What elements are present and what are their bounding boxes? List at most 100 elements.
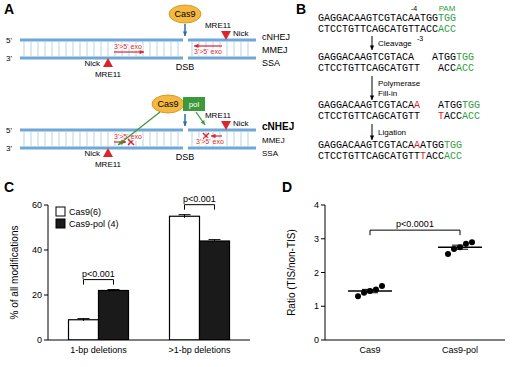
- cas9-enzyme: [169, 5, 201, 23]
- strand-end: 3': [6, 54, 12, 63]
- dna-sequence: TGG: [438, 13, 456, 24]
- x-tick-label: Cas9-pol: [442, 345, 478, 355]
- y-tick-label: 2: [314, 268, 319, 278]
- error-line: [370, 289, 371, 292]
- error-cap: [362, 289, 378, 290]
- mre11-label: MRE11: [95, 70, 122, 79]
- x-tick-label: Cas9: [359, 345, 380, 355]
- base-pair: [150, 132, 151, 146]
- arrow-head: [201, 120, 205, 125]
- p-value-label: p<0.001: [82, 269, 115, 279]
- dna-sequence: CTCCTGTTCAGCATGTT: [318, 151, 420, 162]
- base-pair: [248, 42, 249, 56]
- error-cap: [362, 292, 378, 293]
- exo-label: 3'>5' exo: [196, 138, 224, 145]
- y-tick: [44, 340, 48, 341]
- dna-strand: [20, 147, 183, 150]
- cut-position: -3: [417, 35, 423, 42]
- dna-strand: [20, 39, 183, 42]
- bar: [170, 216, 200, 340]
- base-pair: [234, 132, 235, 146]
- legend-label: Cas9(6): [69, 207, 101, 217]
- strand-end: 5': [6, 126, 12, 135]
- base-pair: [94, 42, 95, 56]
- dsb-label: DSB: [176, 152, 195, 162]
- y-axis-label: Ratio (TIS/non-TIS): [286, 229, 297, 316]
- x-axis: [325, 340, 505, 341]
- error-bar: [362, 289, 378, 292]
- mre11-triangle: [221, 121, 231, 130]
- mre11-triangle: [103, 58, 113, 67]
- dna-sequence: ATGG: [438, 100, 462, 111]
- base-pair: [178, 132, 179, 146]
- error-bar: [452, 245, 468, 249]
- p-value-label: p<0.0001: [396, 219, 434, 229]
- y-tick: [321, 205, 325, 206]
- dna-sequence: GAGGACAAGTCGTACA: [318, 140, 414, 151]
- y-tick-label: 0: [314, 335, 319, 345]
- mre11-triangle: [103, 148, 113, 157]
- error-cap: [452, 249, 468, 250]
- dna-sequence: GAGGACAAGTCGTACA: [318, 52, 414, 63]
- mre11-label: MRE11: [205, 111, 232, 120]
- background: [0, 0, 520, 367]
- cas9-enzyme: [152, 95, 184, 113]
- base-pair: [192, 132, 193, 146]
- y-tick-label: 4: [314, 200, 319, 210]
- step-label: Polymerase: [378, 79, 421, 88]
- x-axis: [48, 340, 250, 341]
- dna-sequence: GAGGACAAGTCGTACA: [318, 100, 414, 111]
- bar: [99, 291, 129, 341]
- error-bar: [108, 290, 120, 292]
- strand-end: 3': [6, 144, 12, 153]
- cut-arrow: [183, 114, 187, 126]
- base-pair: [80, 42, 81, 56]
- pathway-label: cNHEJ: [262, 32, 290, 42]
- bar: [69, 320, 99, 340]
- nick-label: Nick: [233, 119, 250, 128]
- dna-sequence: CTCCTGTTCAGCATGTT: [318, 63, 420, 74]
- dna-sequence: TGG: [462, 100, 480, 111]
- pathway-label: SSA: [262, 149, 279, 158]
- plot-area: [348, 239, 482, 299]
- y-tick: [44, 250, 48, 251]
- base-pair: [52, 42, 53, 56]
- dna-sequence: ATGG: [420, 140, 444, 151]
- y-tick-label: 0: [37, 335, 42, 345]
- exo-arrow: [114, 50, 144, 54]
- y-tick: [321, 340, 325, 341]
- base-pair: [248, 132, 249, 146]
- dsb-label: DSB: [176, 62, 195, 72]
- step-arrow: [370, 124, 374, 140]
- pathway-label: cNHEJ: [262, 121, 294, 132]
- dna-sequence: GAGGACAAGTCGTACAATGG: [318, 13, 438, 24]
- arrow-head: [370, 45, 374, 50]
- panel-label: D: [282, 179, 292, 195]
- mre11-label: MRE11: [95, 160, 122, 169]
- y-tick-label: 3: [314, 234, 319, 244]
- step-label: Cleavage: [378, 39, 412, 48]
- nick-label: Nick: [84, 149, 101, 158]
- pathway-label: SSA: [262, 58, 280, 68]
- error-cap: [179, 214, 191, 215]
- base-pair: [101, 42, 102, 56]
- arrow-head: [118, 141, 123, 145]
- base-pair: [31, 42, 32, 56]
- panel-label: B: [296, 1, 306, 17]
- dna-strand: [20, 57, 183, 60]
- plot-area: [69, 215, 230, 340]
- y-tick-label: 40: [32, 245, 42, 255]
- dna-sequence: ACC: [462, 111, 480, 122]
- base-pair: [73, 132, 74, 146]
- base-pair: [143, 42, 144, 56]
- x-tick-label: 1-bp deletions: [70, 345, 127, 355]
- base-pair: [241, 132, 242, 146]
- base-pair: [38, 42, 39, 56]
- dna-sequence: ACC: [438, 24, 456, 35]
- polymerase-domain: [183, 97, 205, 111]
- base-pair: [227, 132, 228, 146]
- pol-label: pol: [189, 100, 200, 109]
- data-point: [463, 241, 469, 247]
- base-pair: [38, 132, 39, 146]
- mean-line: [348, 290, 392, 292]
